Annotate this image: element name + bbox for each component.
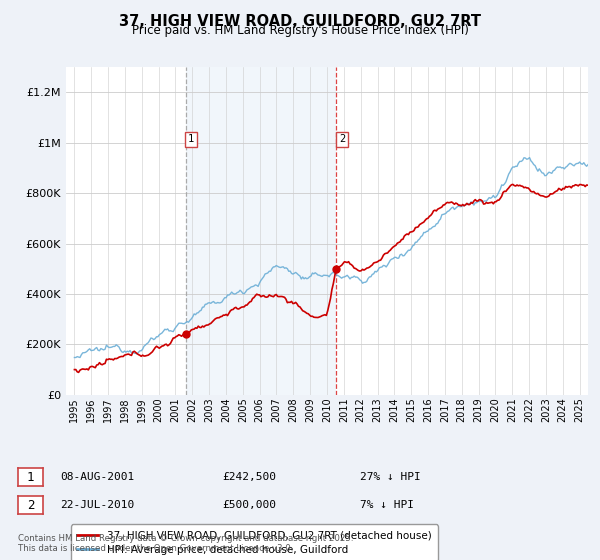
Text: Contains HM Land Registry data © Crown copyright and database right 2025.
This d: Contains HM Land Registry data © Crown c… [18,534,353,553]
Text: 2: 2 [27,498,34,512]
Text: £500,000: £500,000 [222,500,276,510]
Bar [185,67,336,395]
Text: 7% ↓ HPI: 7% ↓ HPI [360,500,414,510]
Legend: 37, HIGH VIEW ROAD, GUILDFORD, GU2 7RT (detached house), HPI: Average price, det: 37, HIGH VIEW ROAD, GUILDFORD, GU2 7RT (… [71,525,437,560]
Text: 37, HIGH VIEW ROAD, GUILDFORD, GU2 7RT: 37, HIGH VIEW ROAD, GUILDFORD, GU2 7RT [119,14,481,29]
Text: 1: 1 [188,134,194,144]
Text: £242,500: £242,500 [222,472,276,482]
Text: 08-AUG-2001: 08-AUG-2001 [60,472,134,482]
Text: 2: 2 [339,134,345,144]
Text: 1: 1 [27,470,34,484]
Text: Price paid vs. HM Land Registry's House Price Index (HPI): Price paid vs. HM Land Registry's House … [131,24,469,37]
Text: 22-JUL-2010: 22-JUL-2010 [60,500,134,510]
Text: 27% ↓ HPI: 27% ↓ HPI [360,472,421,482]
